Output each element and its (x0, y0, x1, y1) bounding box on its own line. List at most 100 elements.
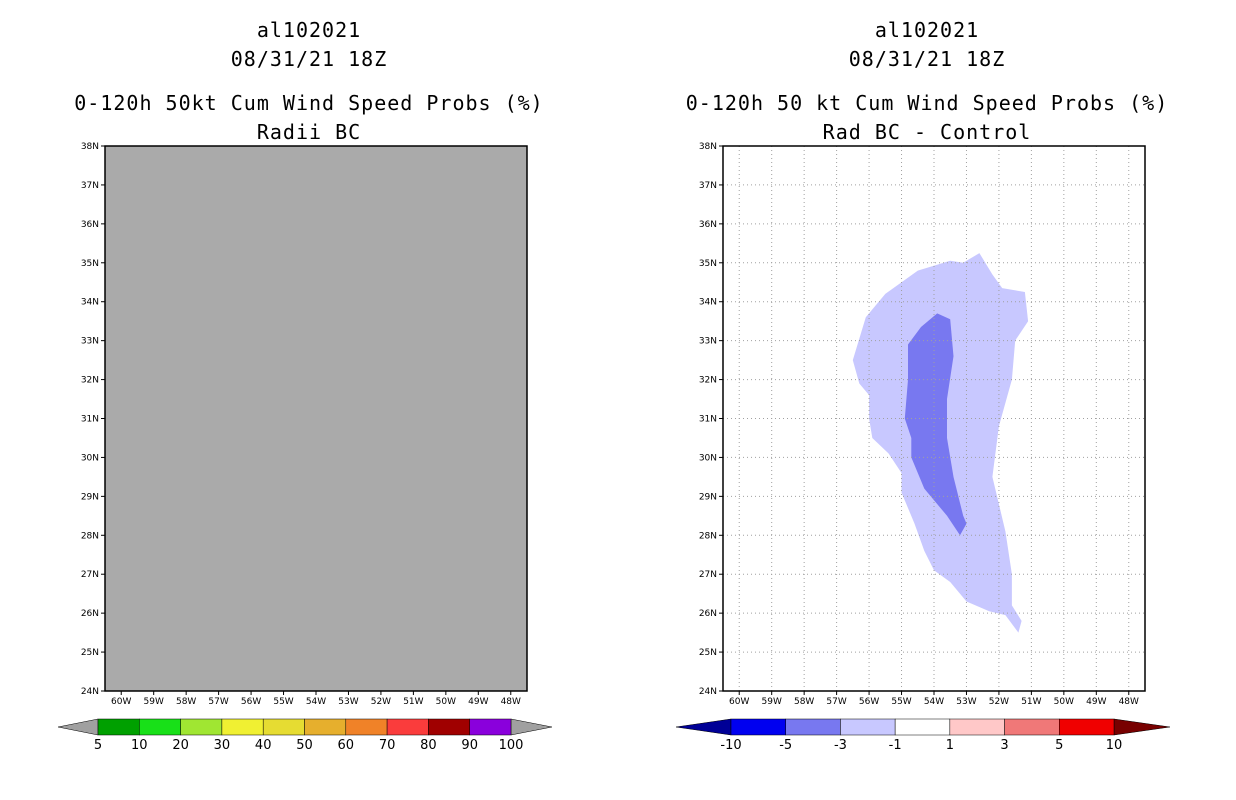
y-tick-label: 37N (81, 181, 99, 191)
colorbar-panel-2: -10 -5 -3 -1 1 3 5 10 (675, 718, 1171, 753)
x-tick-label: 58W (794, 697, 814, 707)
colorbar-swatch (221, 718, 264, 736)
colorbar-swatch (428, 718, 470, 736)
colorbar-label: 10 (131, 738, 148, 753)
x-tick-label: 57W (826, 697, 846, 707)
y-tick-label: 34N (81, 298, 99, 308)
y-tick-label: 33N (81, 337, 99, 347)
x-tick-label: 58W (176, 697, 196, 707)
colorbar-label: -5 (779, 738, 792, 753)
x-tick-label: 52W (371, 697, 391, 707)
x-tick-label: 53W (338, 697, 358, 707)
colorbar-label: 5 (94, 738, 102, 753)
right-datetime: 08/31/21 18Z (848, 47, 1006, 71)
panel-1-chart: 24N 25N 26N 27N 28N 29N 30N 31N 32N 33N 34N 35N 36N 3… (57, 142, 553, 753)
y-tick-label: 25N (699, 648, 717, 658)
colorbar-swatch (304, 718, 347, 736)
x-tick-label: 59W (144, 697, 164, 707)
y-tick-label: 37N (699, 181, 717, 191)
x-tick-label: 51W (403, 697, 423, 707)
colorbar-label: 10 (1106, 738, 1123, 753)
colorbar-label: 80 (420, 738, 437, 753)
colorbar-label: 3 (1000, 738, 1008, 753)
x-tick-label: 54W (306, 697, 326, 707)
colorbar-label: 1 (946, 738, 954, 753)
y-tick-label: 30N (699, 453, 717, 463)
colorbar-label: 30 (214, 738, 231, 753)
y-tick-label: 29N (81, 492, 99, 502)
colorbar-end-right (1113, 718, 1171, 736)
colorbar-label: 60 (338, 738, 355, 753)
colorbar-label: 100 (499, 738, 524, 753)
x-tick-label: 55W (273, 697, 293, 707)
right-storm-id: al102021 (874, 18, 980, 42)
x-tick-label: 51W (1021, 697, 1041, 707)
y-tick-label: 35N (699, 259, 717, 269)
colorbar-swatch (180, 718, 223, 736)
y-tick-label: 38N (699, 142, 717, 152)
y-tick-label: 24N (699, 687, 717, 697)
x-tick-label: 55W (891, 697, 911, 707)
y-tick-label: 26N (699, 609, 717, 619)
colorbar-swatch (1059, 718, 1115, 736)
y-tick-label: 35N (81, 259, 99, 269)
left-datetime: 08/31/21 18Z (230, 47, 388, 71)
x-tick-label: 48W (1119, 697, 1139, 707)
colorbar-panel-1: 5 10 20 30 40 50 60 70 80 90 100 (57, 718, 553, 753)
colorbar-swatch (730, 718, 786, 736)
colorbar-label: 5 (1055, 738, 1063, 753)
left-chart-subtitle: Radii BC (256, 120, 362, 144)
colorbar-label: 50 (296, 738, 313, 753)
colorbar-label: -3 (834, 738, 847, 753)
colorbar-end-left (675, 718, 732, 736)
x-tick-label: 50W (436, 697, 456, 707)
left-storm-id: al102021 (256, 18, 362, 42)
colorbar-swatch (469, 718, 512, 736)
y-tick-label: 34N (699, 298, 717, 308)
colorbar-swatch (840, 718, 896, 736)
y-tick-label: 28N (699, 531, 717, 541)
colorbar-swatch (894, 718, 951, 736)
y-tick-label: 32N (81, 376, 99, 386)
x-tick-label: 49W (468, 697, 488, 707)
colorbar-swatch (345, 718, 388, 736)
x-tick-label: 50W (1054, 697, 1074, 707)
x-tick-label: 60W (111, 697, 131, 707)
colorbar-label: -1 (889, 738, 902, 753)
y-tick-label: 29N (699, 492, 717, 502)
y-tick-label: 31N (699, 415, 717, 425)
x-tick-label: 53W (956, 697, 976, 707)
x-tick-label: 60W (729, 697, 749, 707)
colorbar-swatch (785, 718, 841, 736)
colorbar-swatch (139, 718, 181, 736)
y-tick-label: 26N (81, 609, 99, 619)
x-tick-label: 48W (501, 697, 521, 707)
colorbar-swatch (949, 718, 1005, 736)
colorbar-end-left (57, 718, 99, 736)
y-tick-label: 36N (81, 220, 99, 230)
y-tick-label: 33N (699, 337, 717, 347)
x-tick-label: 56W (241, 697, 261, 707)
y-tick-label: 27N (699, 570, 717, 580)
panel-2-chart: 24N 25N 26N 27N 28N 29N 30N 31N 32N 33N 34N 35N 36N 3… (675, 142, 1171, 753)
colorbar-swatch (386, 718, 429, 736)
colorbar-swatch (1004, 718, 1060, 736)
y-tick-label: 25N (81, 648, 99, 658)
x-tick-label: 56W (859, 697, 879, 707)
x-tick-label: 59W (762, 697, 782, 707)
y-tick-label: 32N (699, 376, 717, 386)
colorbar-label: 20 (172, 738, 189, 753)
y-tick-label: 38N (81, 142, 99, 152)
colorbar-swatch (97, 718, 140, 736)
x-tick-label: 49W (1086, 697, 1106, 707)
colorbar-label: -10 (720, 738, 741, 753)
y-tick-label: 31N (81, 415, 99, 425)
x-tick-label: 57W (208, 697, 228, 707)
colorbar-label: 90 (461, 738, 478, 753)
x-tick-label: 52W (989, 697, 1009, 707)
colorbar-label: 70 (379, 738, 396, 753)
colorbar-swatch (262, 718, 305, 736)
colorbar-label: 40 (255, 738, 272, 753)
x-tick-label: 54W (924, 697, 944, 707)
